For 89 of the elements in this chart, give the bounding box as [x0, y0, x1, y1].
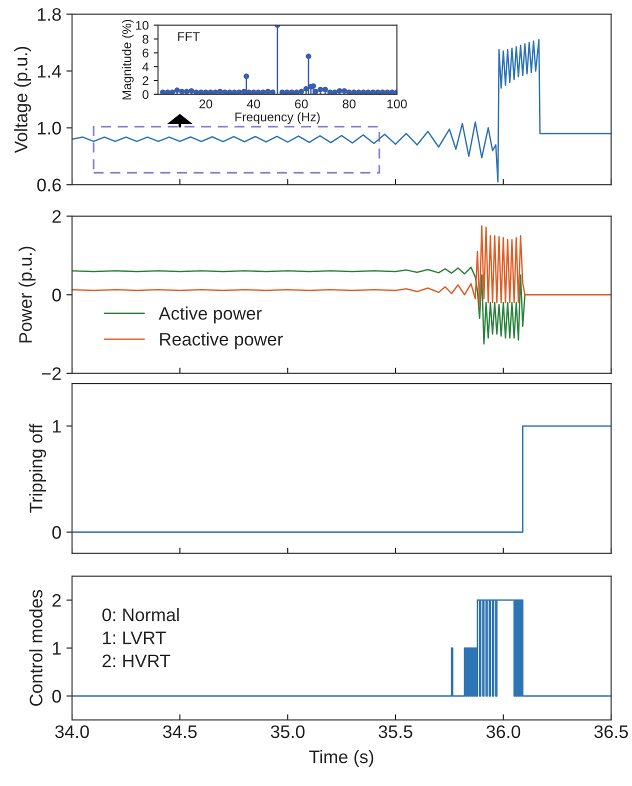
point — [332, 89, 338, 94]
legend-label: Active power — [158, 306, 262, 324]
x-tick-label: 35.0 — [270, 725, 305, 738]
point — [160, 89, 166, 94]
point — [217, 88, 223, 94]
x-tick-label: 34.0 — [55, 725, 89, 738]
y-tick-label: 10 — [136, 20, 148, 30]
point — [380, 89, 386, 94]
point — [256, 89, 262, 94]
annotation: 1: LVRT — [103, 632, 166, 644]
y-tick-label: 1.8 — [38, 8, 61, 21]
point — [170, 89, 176, 94]
point — [318, 86, 324, 92]
x-tick-label: 36.0 — [486, 725, 520, 738]
point — [306, 54, 312, 60]
point — [279, 89, 286, 94]
y-axis-title: Tripping off — [29, 424, 46, 513]
point — [232, 89, 238, 94]
point — [188, 88, 194, 94]
x-tick-label: 80 — [342, 100, 356, 108]
y-axis-title: Voltage (p.u.) — [14, 46, 31, 154]
point — [389, 89, 395, 94]
x-axis-title: Time (s) — [309, 750, 374, 767]
y-tick-label: 6 — [142, 48, 148, 58]
point — [222, 89, 228, 94]
y-tick-label: 2 — [52, 210, 61, 223]
y-axis-title: Power (p.u.) — [18, 246, 36, 342]
x-tick-label: 100 — [387, 100, 407, 108]
annotation: 0: Normal — [102, 608, 179, 622]
y-tick-label: 2 — [142, 76, 148, 86]
annotation: FFT — [178, 32, 200, 41]
y-tick-label: 0 — [52, 288, 61, 302]
point — [260, 89, 266, 94]
x-axis-title: Frequency (Hz) — [235, 112, 320, 124]
y-tick-label: 0 — [52, 690, 61, 703]
y-tick-label: 0.6 — [37, 178, 61, 192]
point — [208, 89, 214, 94]
y-tick-label: 1.0 — [38, 122, 61, 135]
point — [244, 74, 250, 80]
point — [360, 89, 366, 94]
point — [203, 89, 209, 94]
point — [346, 89, 352, 94]
y-tick-label: 8 — [142, 34, 148, 44]
point — [174, 87, 180, 93]
line-series — [72, 225, 612, 308]
point — [351, 89, 357, 94]
y-tick-label: 1 — [52, 642, 61, 655]
annotation: 2: HVRT — [102, 654, 170, 668]
x-tick-label: 36.5 — [594, 725, 628, 738]
y-tick-label: 0 — [52, 526, 61, 539]
y-tick-label: 1.4 — [38, 65, 62, 78]
y-axis-title: Magnitude (%) — [122, 20, 134, 100]
point — [336, 88, 342, 94]
point — [298, 88, 304, 94]
y-tick-label: −2 — [42, 367, 61, 380]
x-tick-label: 60 — [295, 100, 308, 108]
point — [322, 86, 328, 92]
y-tick-label: 0 — [142, 90, 148, 99]
point — [370, 89, 376, 94]
point — [250, 89, 256, 94]
point — [198, 89, 204, 94]
point — [284, 89, 290, 94]
y-tick-label: 4 — [142, 62, 149, 72]
point — [342, 88, 348, 94]
point — [356, 89, 362, 94]
point — [310, 83, 316, 89]
point — [327, 89, 333, 94]
legend-label: Reactive power — [160, 332, 283, 350]
point — [365, 89, 372, 94]
point — [179, 88, 185, 94]
point — [265, 88, 271, 94]
y-tick-label: 1 — [52, 420, 61, 433]
point — [193, 89, 199, 94]
point — [226, 89, 232, 94]
y-tick-label: 2 — [52, 594, 61, 607]
x-tick-label: 20 — [199, 100, 212, 108]
point — [294, 89, 300, 94]
point — [270, 89, 276, 94]
x-tick-label: 35.5 — [378, 725, 412, 738]
y-axis-title: Control modes — [29, 590, 42, 706]
point — [164, 89, 170, 94]
point — [375, 89, 381, 94]
point — [289, 89, 295, 94]
point — [184, 88, 190, 94]
x-tick-label: 40 — [246, 100, 260, 108]
point — [212, 89, 218, 94]
point — [384, 89, 390, 94]
point — [236, 89, 242, 94]
x-tick-label: 34.5 — [162, 725, 197, 738]
